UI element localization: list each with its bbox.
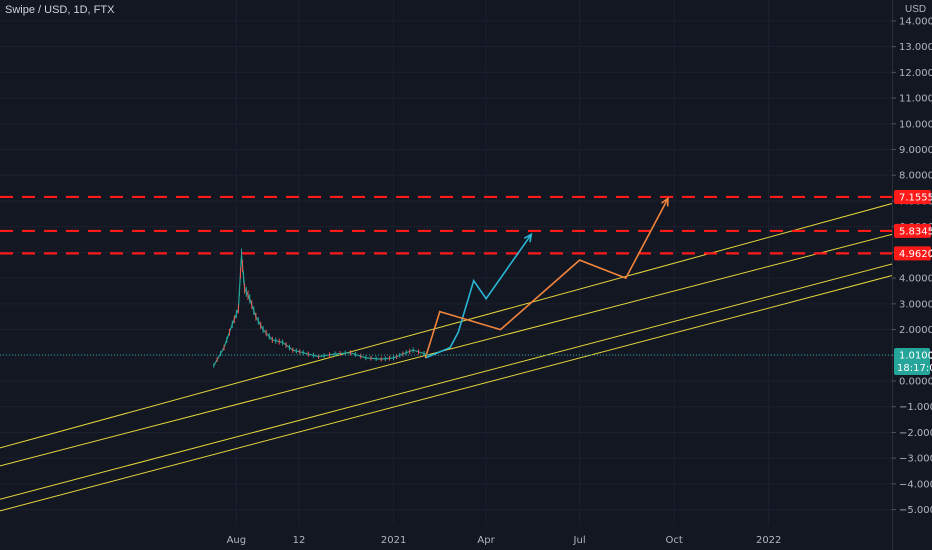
channel-line[interactable] (0, 263, 893, 500)
plot-background (0, 0, 892, 550)
y-tick-label: 9.0000 (899, 145, 932, 156)
series-lines[interactable] (213, 196, 669, 366)
exchange[interactable]: FTX (93, 4, 115, 16)
x-tick-label: Aug (227, 535, 247, 546)
y-axis[interactable]: 14.0000 13.0000 12.0000 11.0000 10.0000 9.000… (892, 16, 932, 516)
level-price-label: 5.8345 (899, 226, 932, 237)
x-tick-label: 2022 (756, 535, 781, 546)
level-price-label: 4.9620 (899, 249, 932, 260)
y-tick-label: 0.0000 (899, 377, 932, 388)
interval[interactable]: 1D (73, 4, 88, 16)
projection-path[interactable] (424, 198, 669, 359)
current-price-tag (894, 348, 930, 376)
y-tick-label: 10.0000 (899, 119, 932, 130)
level-lines[interactable] (0, 195, 892, 255)
y-tick-label: 11.0000 (899, 94, 932, 105)
symbol-name[interactable]: Swipe / USD (5, 4, 68, 16)
header-separator-2: , (87, 4, 94, 16)
y-tick-label: 14.0000 (899, 16, 932, 27)
countdown-label: 18:17:06 (897, 363, 932, 374)
projection-arrowhead (661, 196, 669, 207)
y-tick-label: 13.0000 (899, 42, 932, 53)
y-tick-label: −3.0000 (899, 454, 932, 465)
x-tick-label: Jul (573, 535, 586, 546)
projection-arrowhead (523, 232, 533, 243)
projection-path[interactable] (425, 233, 532, 359)
level-price-tag (894, 246, 931, 261)
y-tick-label: 12.0000 (899, 68, 932, 79)
price-series[interactable] (213, 254, 430, 366)
candles (213, 248, 425, 368)
channel-line[interactable] (0, 275, 893, 512)
y-tick-label: 8.0000 (899, 171, 932, 182)
y-tick-label: −5.0000 (899, 505, 932, 516)
x-tick-label: Apr (477, 535, 495, 546)
y-tick-label: 2.0000 (899, 325, 932, 336)
y-tick-label: −1.0000 (899, 402, 932, 413)
x-axis[interactable]: Aug 12 2021 Apr Jul Oct 2022 (227, 535, 782, 546)
y-tick-label: 4.0000 (899, 274, 932, 285)
level-price-tag (894, 223, 931, 238)
y-tick-label: 3.0000 (899, 299, 932, 310)
level-price-label: 7.1555 (899, 192, 932, 203)
header-separator: , (67, 4, 74, 16)
y-tick-label: −2.0000 (899, 428, 932, 439)
symbol-header[interactable]: Swipe / USD, 1D, FTX (5, 4, 114, 16)
channel-line[interactable] (0, 203, 893, 449)
x-tick-label: 2021 (381, 535, 406, 546)
x-tick-label: 12 (293, 535, 306, 546)
x-tick-label: Oct (665, 535, 682, 546)
y-tick-label: −4.0000 (899, 479, 932, 490)
axis-unit[interactable]: USD (905, 4, 927, 15)
grid (0, 0, 892, 525)
level-price-tag (894, 189, 931, 204)
current-price-label: 1.0100 (899, 351, 932, 362)
